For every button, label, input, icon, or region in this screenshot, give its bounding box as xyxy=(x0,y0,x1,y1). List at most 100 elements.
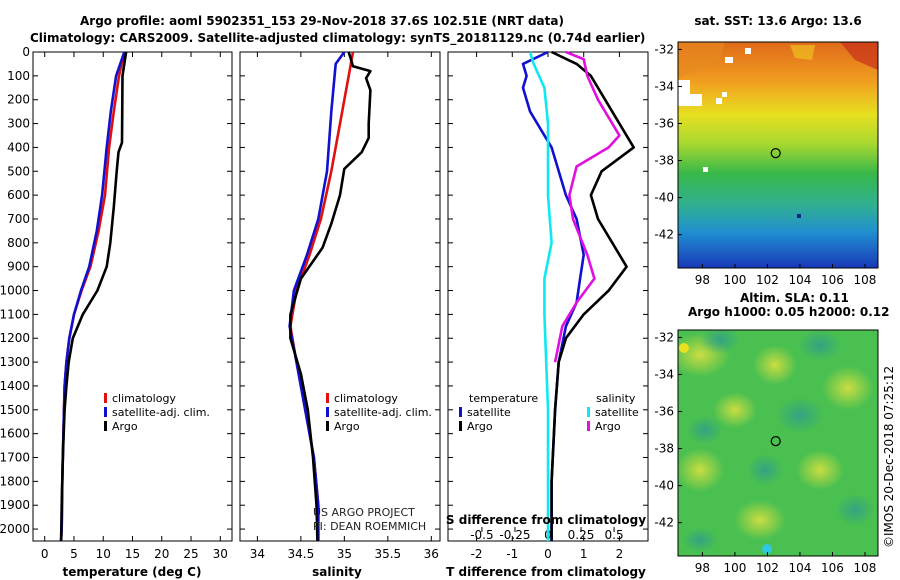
map-axes-layer: 98 100 102 104 106 108 -32 -34 -36 -38 -40 -42 98 100… xyxy=(654,42,876,575)
legend-salinity-title: salinity xyxy=(596,392,636,405)
legend-swatch-satellite xyxy=(104,407,107,417)
header-line-1: Argo profile: aoml 5902351_153 29-Nov-20… xyxy=(80,14,564,29)
legend-s-satellite: satellite xyxy=(595,406,639,419)
sst-field xyxy=(678,42,878,268)
sst-map-title: sat. SST: 13.6 Argo: 13.6 xyxy=(694,14,861,28)
legend-swatch-s-argo xyxy=(587,421,590,431)
temperature-legend: climatology satellite-adj. clim. Argo xyxy=(104,392,210,433)
x-tick-label: 30 xyxy=(213,547,228,561)
sla-low-blob xyxy=(835,494,875,526)
x-tick-label: 0 xyxy=(544,547,552,561)
map-x-tick-label: 100 xyxy=(723,561,746,575)
sla-high-blob xyxy=(822,366,874,410)
map-x-tick-label: 102 xyxy=(756,273,779,287)
series-difference-t-argo xyxy=(550,50,636,541)
y-tick-label: 800 xyxy=(7,236,30,250)
sst-warm-patch xyxy=(678,42,725,78)
map-y-tick-label: -40 xyxy=(654,479,674,493)
s-difference-label: S difference from climatology xyxy=(446,513,646,527)
legend-climatology: climatology xyxy=(334,392,398,405)
cloud-mask xyxy=(725,57,733,63)
x-tick-label: 10 xyxy=(96,547,111,561)
temperature-xlabel: temperature (deg C) xyxy=(63,565,202,579)
sst-hot-patch xyxy=(840,42,878,70)
x-tick-label: 0 xyxy=(41,547,49,561)
x-tick-label: 36 xyxy=(424,547,439,561)
y-tick-label: 1700 xyxy=(0,451,30,465)
y-tick-label: 600 xyxy=(7,188,30,202)
x-tick-label: 35.5 xyxy=(374,547,401,561)
x-tick-label: 15 xyxy=(125,547,140,561)
legend-swatch-satellite xyxy=(326,407,329,417)
y-tick-label: 400 xyxy=(7,140,30,154)
legend-swatch-argo xyxy=(326,421,329,431)
cloud-mask xyxy=(745,48,751,54)
map-y-tick-label: -32 xyxy=(654,42,674,56)
imos-stamp: ©IMOS 20-Dec-2018 07:25:12 xyxy=(882,366,896,548)
legend-satellite-adj: satellite-adj. clim. xyxy=(334,406,432,419)
map-x-tick-label: 106 xyxy=(821,561,844,575)
map-x-tick-label: 108 xyxy=(854,561,877,575)
cloud-mask xyxy=(690,94,702,106)
y-tick-label: 0 xyxy=(22,45,30,59)
y-tick-label: 2000 xyxy=(0,522,30,536)
map-x-tick-label: 102 xyxy=(756,561,779,575)
y-tick-label: 1800 xyxy=(0,474,30,488)
argo-position-marker xyxy=(770,436,781,447)
legend-s-argo: Argo xyxy=(595,420,621,433)
y-tick-label: 500 xyxy=(7,164,30,178)
sla-low-blob xyxy=(682,528,718,552)
sla-low-blob xyxy=(687,416,723,444)
axes-layer: 0100200300400500600700800900100011001200… xyxy=(0,45,648,561)
legend-swatch-t-argo xyxy=(459,421,462,431)
header-line-2: Climatology: CARS2009. Satellite-adjuste… xyxy=(30,31,645,46)
legend-t-argo: Argo xyxy=(467,420,493,433)
cloud-mask xyxy=(722,92,727,97)
salinity-panel-frame xyxy=(239,51,441,542)
y-tick-label: 700 xyxy=(7,212,30,226)
sst-map xyxy=(678,42,878,268)
sla-yellow-dot xyxy=(679,343,689,353)
legend-swatch-s-satellite xyxy=(587,407,590,417)
series-layer xyxy=(59,50,636,542)
cloud-mask xyxy=(703,167,708,172)
series-salinity-argo xyxy=(289,51,372,542)
series-salinity-climatology xyxy=(289,51,355,541)
sla-low-blob xyxy=(798,330,842,361)
map-y-tick-label: -36 xyxy=(654,117,674,131)
s-tick-label: -0.5 xyxy=(470,528,493,542)
sla-low-blob xyxy=(747,454,783,486)
difference-xlabel: T difference from climatology xyxy=(446,565,646,579)
sla-map xyxy=(678,330,878,556)
x-tick-label: 1 xyxy=(580,547,588,561)
s-tick-label: 0.25 xyxy=(568,528,595,542)
cloud-mask xyxy=(678,80,690,106)
sla-map-subtitle: Argo h1000: 0.05 h2000: 0.12 xyxy=(688,305,889,319)
sla-low-blob xyxy=(700,330,740,354)
map-y-tick-label: -34 xyxy=(654,367,674,381)
sst-map-frame xyxy=(677,41,879,269)
sla-high-blob xyxy=(753,345,797,385)
cold-pixel xyxy=(797,214,801,218)
x-tick-label: 35 xyxy=(337,547,352,561)
legend-argo: Argo xyxy=(334,420,360,433)
map-x-tick-label: 106 xyxy=(821,273,844,287)
sla-high-blob xyxy=(713,392,757,428)
y-tick-label: 1200 xyxy=(0,331,30,345)
legend-swatch-climatology xyxy=(326,393,329,403)
x-tick-label: -2 xyxy=(471,547,483,561)
series-temperature-argo xyxy=(59,51,128,542)
legend-argo: Argo xyxy=(112,420,138,433)
map-y-tick-label: -38 xyxy=(654,154,674,168)
y-tick-label: 1100 xyxy=(0,307,30,321)
y-tick-label: 1600 xyxy=(0,427,30,441)
legend-swatch-t-satellite xyxy=(459,407,462,417)
salinity-xlabel: salinity xyxy=(312,565,362,579)
legend-climatology: climatology xyxy=(112,392,176,405)
legend-temperature-title: temperature xyxy=(469,392,538,405)
argo-position-marker xyxy=(770,148,781,159)
map-y-tick-label: -32 xyxy=(654,330,674,344)
map-x-tick-label: 104 xyxy=(788,561,811,575)
sla-high-blob xyxy=(678,448,724,492)
